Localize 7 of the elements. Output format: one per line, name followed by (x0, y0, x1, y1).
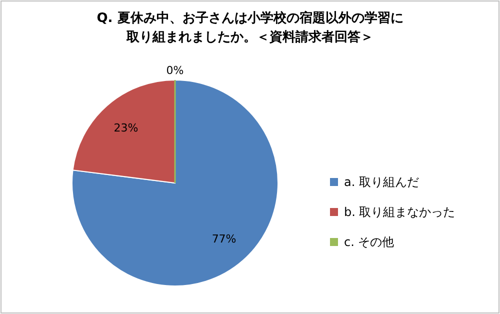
data-label: 23% (114, 121, 138, 134)
legend-label: a. 取り組んだ (344, 175, 419, 189)
legend-label: b. 取り組まなかった (344, 205, 456, 219)
text: 0% (166, 64, 184, 77)
legend-label: c. その他 (344, 235, 394, 249)
data-label: 77% (212, 232, 236, 246)
chart-title: Q. 夏休み中、お子さんは小学校の宿題以外の学習に取り組まれましたか。＜資料請求者回答＞ (96, 10, 404, 45)
